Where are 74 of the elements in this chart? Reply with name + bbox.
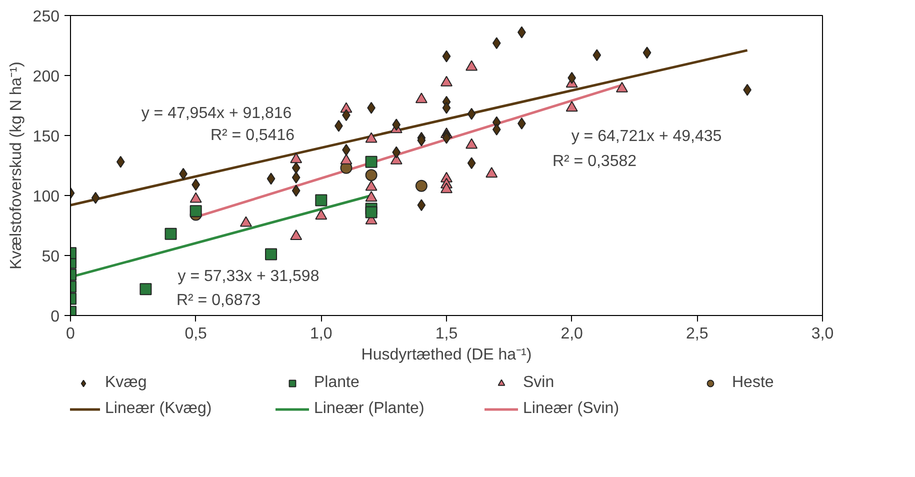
legend-label: Lineær (Kvæg)	[105, 400, 213, 418]
annotation: R² = 0,3582	[552, 153, 637, 170]
point	[116, 156, 125, 168]
legend-label: Lineær (Svin)	[523, 400, 620, 418]
point	[467, 157, 476, 170]
point	[265, 248, 278, 260]
x-tick-label: 0,5	[184, 326, 208, 342]
x-tick-label: 2,5	[686, 326, 708, 342]
point	[642, 46, 652, 59]
point	[392, 118, 401, 131]
point	[392, 146, 401, 158]
point	[440, 76, 452, 86]
annotation: y = 47,954x + 91,816	[141, 105, 292, 122]
point	[365, 180, 378, 191]
point	[190, 192, 202, 203]
x-tick-label: 3,0	[811, 326, 834, 342]
point	[290, 229, 302, 240]
point	[440, 182, 452, 194]
point	[442, 132, 451, 144]
point	[240, 216, 252, 227]
point	[365, 191, 378, 202]
point	[566, 101, 578, 112]
x-axis-title: Husdyrtæthed (DE ha⁻¹)	[361, 346, 532, 364]
legend-label: Svin	[523, 374, 556, 392]
point	[190, 205, 202, 218]
x-tick-label: 1,0	[310, 326, 332, 342]
point	[315, 209, 328, 220]
point	[365, 169, 378, 182]
point	[140, 283, 152, 296]
point	[292, 162, 300, 174]
legend-label: Lineær (Plante)	[314, 400, 426, 418]
point	[592, 49, 602, 62]
point	[365, 206, 378, 218]
point	[467, 108, 476, 120]
point	[290, 152, 302, 164]
y-tick-label: 100	[32, 188, 60, 206]
y-tick-label: 50	[42, 248, 60, 266]
point	[266, 172, 276, 185]
point	[492, 124, 501, 136]
point	[466, 60, 478, 71]
point	[466, 138, 478, 149]
point	[91, 192, 100, 204]
point	[315, 194, 328, 206]
point	[365, 132, 378, 143]
annotation: R² = 0,6873	[176, 292, 261, 309]
point	[164, 228, 177, 240]
point	[417, 199, 426, 212]
point	[415, 180, 428, 192]
y-tick-label: 200	[32, 68, 60, 86]
annotation: y = 64,721x + 49,435	[571, 128, 722, 145]
legend-label: Plante	[314, 374, 360, 392]
y-tick-label: 150	[32, 128, 60, 146]
y-tick-label: 0	[50, 308, 60, 326]
point	[518, 118, 526, 130]
point	[340, 154, 352, 164]
annotation: y = 57,33x + 31,598	[178, 268, 320, 285]
legend-label: Kvæg	[105, 374, 148, 392]
point	[442, 102, 451, 114]
point	[292, 172, 300, 184]
x-tick-label: 0	[66, 326, 76, 342]
point	[292, 184, 300, 197]
point	[415, 92, 428, 104]
point	[365, 156, 378, 168]
point	[616, 82, 628, 92]
point	[442, 50, 451, 62]
annotation: R² = 0,5416	[210, 127, 295, 144]
point	[417, 134, 426, 146]
point	[492, 37, 501, 50]
point	[486, 167, 498, 178]
x-tick-label: 1,5	[435, 326, 458, 342]
x-tick-label: 2,0	[560, 326, 584, 342]
legend-label: Heste	[732, 374, 775, 392]
y-tick-label: 250	[32, 8, 60, 26]
y-axis-title: Kvælstofoverskud (kg N ha⁻¹)	[8, 62, 25, 270]
